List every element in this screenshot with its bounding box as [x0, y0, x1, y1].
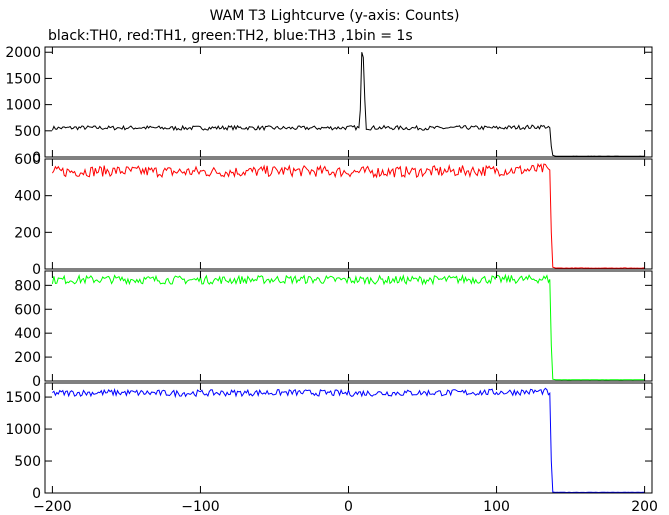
chart-subtitle: black:TH0, red:TH1, green:TH2, blue:TH3 …: [48, 28, 413, 44]
th1-series-line: [51, 162, 645, 269]
th1-ytick-label: 400: [14, 189, 41, 205]
xtick-label: 200: [631, 499, 658, 515]
th3-panel-frame: [44, 382, 653, 494]
th2-series-line: [51, 273, 645, 381]
xtick-label: 100: [483, 499, 510, 515]
th3-ytick-label: 1000: [5, 422, 41, 438]
th2-ytick-label: 200: [14, 350, 41, 366]
th2-panel-frame: [44, 270, 653, 382]
xtick-label: 0: [344, 499, 353, 515]
chart-title: WAM T3 Lightcurve (y-axis: Counts): [209, 8, 460, 24]
th2-ytick-label: 600: [14, 302, 41, 318]
th3-ytick-label: 500: [14, 454, 41, 470]
th0-ytick-label: 1500: [5, 71, 41, 87]
th0-ytick-label: 2000: [5, 45, 41, 61]
th3-series-line: [52, 387, 645, 494]
th0-ytick-label: 0: [32, 150, 41, 166]
th0-ytick-label: 500: [14, 124, 41, 140]
th0-ytick-label: 1000: [5, 98, 41, 114]
th2-ytick-label: 0: [32, 374, 41, 390]
xtick-label: −100: [181, 499, 219, 515]
th0-panel-frame: [44, 46, 653, 158]
th3-ytick-label: 0: [32, 486, 41, 502]
th0-series-line: [51, 52, 645, 157]
th2-ytick-label: 400: [14, 326, 41, 342]
th3-ytick-label: 1500: [5, 390, 41, 406]
th1-ytick-label: 0: [32, 262, 41, 278]
th1-ytick-label: 200: [14, 225, 41, 241]
th1-ytick-label: 600: [14, 152, 41, 168]
th1-panel-frame: [44, 158, 653, 270]
xtick-label: −200: [33, 499, 71, 515]
th2-ytick-label: 800: [14, 278, 41, 294]
